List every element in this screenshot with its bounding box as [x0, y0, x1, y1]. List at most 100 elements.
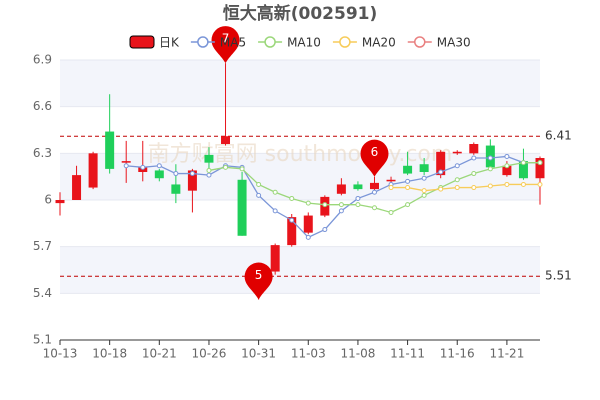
ma-point: [206, 172, 212, 178]
ma-point: [322, 227, 328, 233]
ma-point: [223, 164, 229, 170]
candle-body: [336, 184, 346, 194]
ma-point: [405, 178, 411, 184]
candle-body: [353, 184, 363, 190]
candle-body: [436, 151, 446, 176]
ma-point: [305, 200, 311, 206]
ma-point: [421, 188, 427, 194]
chart-title: 恒大高新(002591): [223, 3, 378, 24]
ma-point: [421, 192, 427, 198]
candle-body: [121, 161, 131, 163]
ma-point: [504, 181, 510, 187]
ma-point: [388, 209, 394, 215]
candle-body: [287, 217, 297, 246]
candle-body: [303, 215, 313, 233]
ma-point: [537, 181, 543, 187]
ma-point: [487, 166, 493, 172]
plot-band: [60, 246, 540, 294]
annotation-pin: [244, 262, 273, 300]
candle-body: [72, 175, 82, 200]
candle-body: [452, 151, 462, 154]
ma-point: [504, 153, 510, 159]
y-tick-label: 5.4: [33, 286, 52, 300]
y-tick-label: 6.6: [33, 99, 52, 113]
ma-point: [272, 208, 278, 214]
annotation-pin: [211, 26, 240, 64]
ma-point: [405, 185, 411, 191]
candle-body: [518, 161, 528, 179]
legend-swatch: [197, 36, 209, 48]
ma-point: [487, 183, 493, 189]
candle-body: [237, 179, 247, 236]
ma-point: [123, 163, 129, 169]
ma-point: [305, 234, 311, 240]
candle-body: [386, 179, 396, 182]
x-tick-label: 11-08: [340, 347, 375, 361]
ma-point: [537, 160, 543, 166]
reference-label: 5.51: [545, 269, 572, 283]
ma-point: [189, 171, 195, 177]
ma-point: [289, 195, 295, 201]
candle-body: [154, 170, 164, 179]
x-tick-label: 10-31: [241, 347, 276, 361]
ma-point: [438, 169, 444, 175]
legend-swatch: [339, 36, 351, 48]
legend-label: MA10: [287, 36, 321, 50]
ma-point: [355, 195, 361, 201]
candle-body: [171, 184, 181, 194]
legend-label: 日K: [159, 36, 180, 50]
legend-label: MA30: [437, 36, 471, 50]
legend-label: MA20: [362, 36, 396, 50]
ma-point: [272, 189, 278, 195]
x-tick-label: 11-16: [440, 347, 475, 361]
ma-point: [438, 186, 444, 192]
x-tick-label: 10-13: [43, 347, 78, 361]
candle-body: [469, 144, 479, 154]
candle-body: [502, 165, 512, 176]
ma-point: [289, 217, 295, 223]
plot-band: [60, 60, 540, 107]
candle-body: [187, 170, 197, 191]
ma-point: [454, 163, 460, 169]
legend-swatch: [129, 35, 155, 49]
y-tick-label: 6.9: [33, 53, 52, 67]
annotation-pin: [360, 139, 389, 177]
ma-line: [126, 155, 540, 239]
x-tick-label: 11-11: [390, 347, 425, 361]
ma-point: [256, 192, 262, 198]
candle-body: [369, 182, 379, 190]
ma-point: [256, 181, 262, 187]
candle-body: [270, 245, 280, 272]
ma-point: [156, 163, 162, 169]
plot-band: [60, 153, 540, 200]
x-tick-label: 10-21: [142, 347, 177, 361]
legend-label: MA5: [220, 36, 246, 50]
candle-body: [88, 153, 98, 188]
candle-body: [535, 158, 545, 179]
ma-point: [520, 160, 526, 166]
y-tick-label: 5.7: [33, 239, 52, 253]
candle-body: [403, 165, 413, 174]
ma-point: [239, 166, 245, 172]
ma-point: [338, 202, 344, 208]
annotation-label: 7: [222, 32, 230, 46]
legend-swatch: [414, 36, 426, 48]
ma-point: [471, 171, 477, 177]
candle-body: [55, 200, 65, 204]
ma-point: [421, 175, 427, 181]
ma-point: [206, 167, 212, 173]
candle-body: [204, 154, 214, 163]
ma-point: [338, 208, 344, 214]
x-tick-label: 11-03: [291, 347, 326, 361]
legend-swatch: [264, 36, 276, 48]
candle-body: [419, 164, 429, 172]
ma-point: [520, 181, 526, 187]
ma-point: [471, 185, 477, 191]
watermark: 南方财富网 southmoney.com: [148, 142, 453, 167]
ma-point: [454, 185, 460, 191]
y-tick-label: 6.3: [33, 146, 52, 160]
candle-body: [105, 131, 115, 169]
candle-body: [221, 136, 231, 144]
ma-point: [487, 155, 493, 161]
